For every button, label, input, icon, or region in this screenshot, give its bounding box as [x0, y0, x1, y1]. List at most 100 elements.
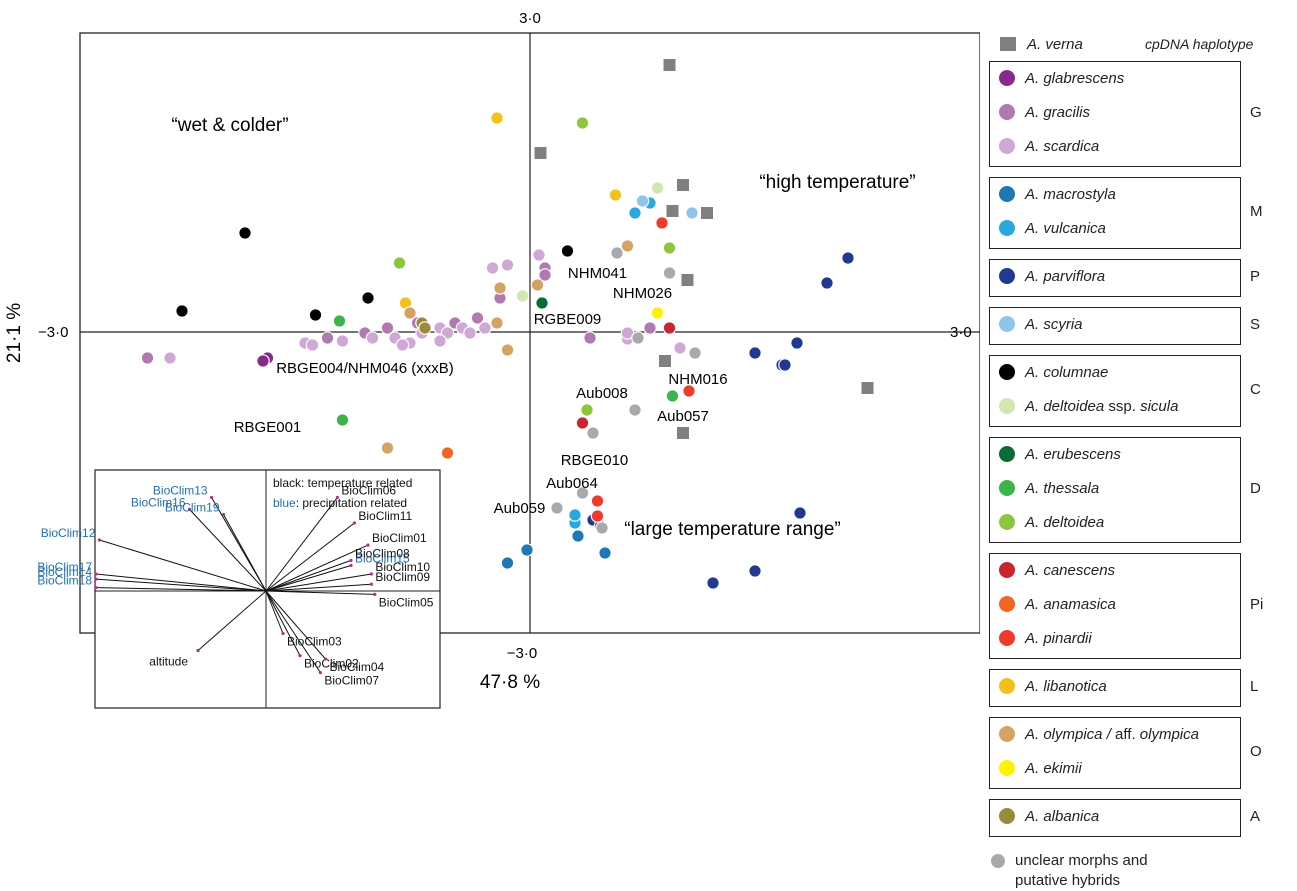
legend-swatch	[999, 726, 1015, 742]
legend-item-macrostyla: A. macrostyla	[999, 183, 1116, 205]
legend-header: cpDNA haplotype	[1145, 36, 1254, 52]
point-scardica	[365, 331, 380, 345]
x-axis-title: 47·8 %	[480, 672, 540, 693]
point-olympica	[500, 343, 515, 357]
vector-label: BioClim05	[379, 595, 434, 609]
tick-label-left: −3·0	[38, 324, 68, 341]
vector-line	[95, 578, 267, 592]
point-gracilis	[320, 331, 335, 345]
point-deltoidea	[575, 116, 590, 130]
pca-chart: 3·0 −3·0 −3·0 3·0 47·8 % 21·1 % “wet & c…	[4, 10, 980, 709]
point-pinardii	[655, 216, 669, 230]
legend-label: A. macrostyla	[1025, 185, 1116, 203]
point-verna	[676, 426, 690, 440]
vector-line	[265, 573, 372, 592]
sample-label: Aub008	[576, 385, 628, 402]
quadrant-label: “high temperature”	[759, 172, 915, 193]
point-columnae	[175, 304, 189, 318]
vector-line	[265, 583, 372, 592]
vector-label: BioClim17	[37, 560, 92, 574]
vector-label: BioClim03	[287, 635, 342, 649]
legend-swatch	[999, 446, 1015, 462]
point-anamasica	[440, 446, 455, 460]
vector-line	[99, 539, 267, 592]
vector-label: BioClim04	[330, 660, 385, 674]
sample-label: NHM041	[568, 265, 627, 282]
point-sicula	[650, 181, 665, 195]
vector-label: BioClim02	[304, 657, 359, 671]
point-scardica	[335, 334, 350, 348]
point-verna	[662, 58, 677, 72]
vector-label: BioClim01	[372, 531, 427, 545]
point-thessala	[665, 389, 680, 403]
point-columnae	[361, 291, 375, 305]
legend-item-scyria: A. scyria	[999, 313, 1083, 335]
point-pinardii	[682, 384, 696, 398]
vector-line	[95, 573, 267, 592]
legend-label: A. olympica / aff. olympica	[1025, 725, 1199, 743]
vector-label: altitude	[149, 655, 188, 669]
point-scardica	[463, 326, 477, 340]
point-columnae	[560, 244, 575, 258]
legend-footer-line: putative hybrids	[1015, 872, 1121, 889]
haplotype-label: S	[1250, 316, 1261, 333]
point-macrostyla	[500, 556, 515, 570]
vector-tip	[318, 671, 322, 675]
point-scyria	[635, 194, 650, 208]
point-scardica	[478, 321, 492, 335]
vector-line	[189, 509, 267, 592]
legend-swatch	[999, 596, 1015, 612]
point-verna	[665, 204, 680, 218]
legend-swatch	[1000, 37, 1016, 51]
vector-tip	[196, 648, 200, 653]
haplotype-label: C	[1250, 381, 1261, 398]
vector-tip	[323, 657, 328, 661]
legend-item-erubescens: A. erubescens	[999, 443, 1121, 465]
vector-tip	[349, 558, 353, 563]
legend-swatch	[999, 138, 1015, 154]
point-gracilis	[140, 351, 155, 365]
point-deltoidea	[580, 403, 594, 417]
legend-box-S	[989, 307, 1241, 345]
legend-box-P	[989, 259, 1241, 297]
point-parviflora	[790, 336, 804, 350]
vector-line	[265, 590, 375, 595]
legend-label: A. libanotica	[1025, 677, 1107, 695]
vector-line	[265, 590, 301, 656]
legend-item-ekimii: A. ekimii	[999, 757, 1082, 779]
legend-item-canescens: A. canescens	[999, 559, 1115, 581]
vector-line	[265, 590, 326, 660]
sample-label: RBGE004/NHM046 (xxxB)	[276, 360, 454, 377]
haplotype-label: G	[1250, 104, 1262, 121]
point-parviflora	[778, 358, 792, 372]
point-unclear	[628, 403, 642, 417]
point-unclear	[550, 501, 564, 515]
vector-line	[223, 514, 267, 592]
legend-item-parviflora: A. parviflora	[999, 265, 1105, 287]
haplotype-label: Pi	[1250, 596, 1264, 613]
vector-line	[265, 497, 338, 592]
sample-label: Aub059	[494, 500, 546, 517]
legend-box-Pi	[989, 553, 1241, 659]
point-erubescens	[535, 296, 549, 310]
point-pinardii	[590, 494, 605, 508]
point-glabrescens	[256, 354, 270, 368]
vector-line	[265, 544, 369, 592]
legend-label: A. scardica	[1025, 137, 1100, 155]
point-scyria	[685, 206, 699, 220]
legend-item-columnae: A. columnae	[999, 361, 1108, 383]
vector-label: BioClim15	[355, 552, 410, 566]
legend-item-libanotica: A. libanotica	[999, 675, 1107, 697]
legend-label: A. deltoidea	[1025, 513, 1105, 531]
biplot-inset: black: temperature related blue: precipit…	[37, 469, 441, 709]
vector-tip	[335, 495, 339, 500]
vector-line	[265, 590, 284, 634]
legend-item-olympica: A. olympica / aff. olympica	[999, 723, 1199, 745]
point-unclear	[610, 246, 624, 260]
point-olympica	[403, 306, 417, 320]
legend-label: A. verna	[1027, 35, 1083, 53]
vector-tip	[221, 512, 226, 517]
legend-swatch	[999, 104, 1015, 120]
point-parviflora	[748, 346, 762, 360]
point-parviflora	[793, 506, 807, 520]
